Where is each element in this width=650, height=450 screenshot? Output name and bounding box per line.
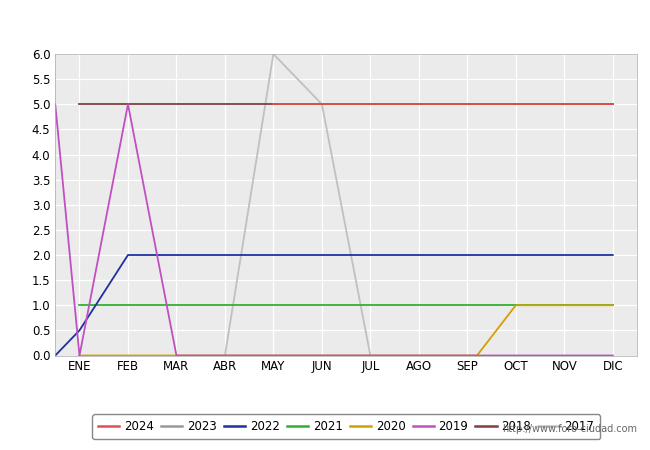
Text: http://www.foro-ciudad.com: http://www.foro-ciudad.com bbox=[502, 424, 637, 434]
Legend: 2024, 2023, 2022, 2021, 2020, 2019, 2018, 2017: 2024, 2023, 2022, 2021, 2020, 2019, 2018… bbox=[92, 414, 600, 439]
Text: Afiliados en Luesma a 31/5/2024: Afiliados en Luesma a 31/5/2024 bbox=[177, 16, 473, 34]
